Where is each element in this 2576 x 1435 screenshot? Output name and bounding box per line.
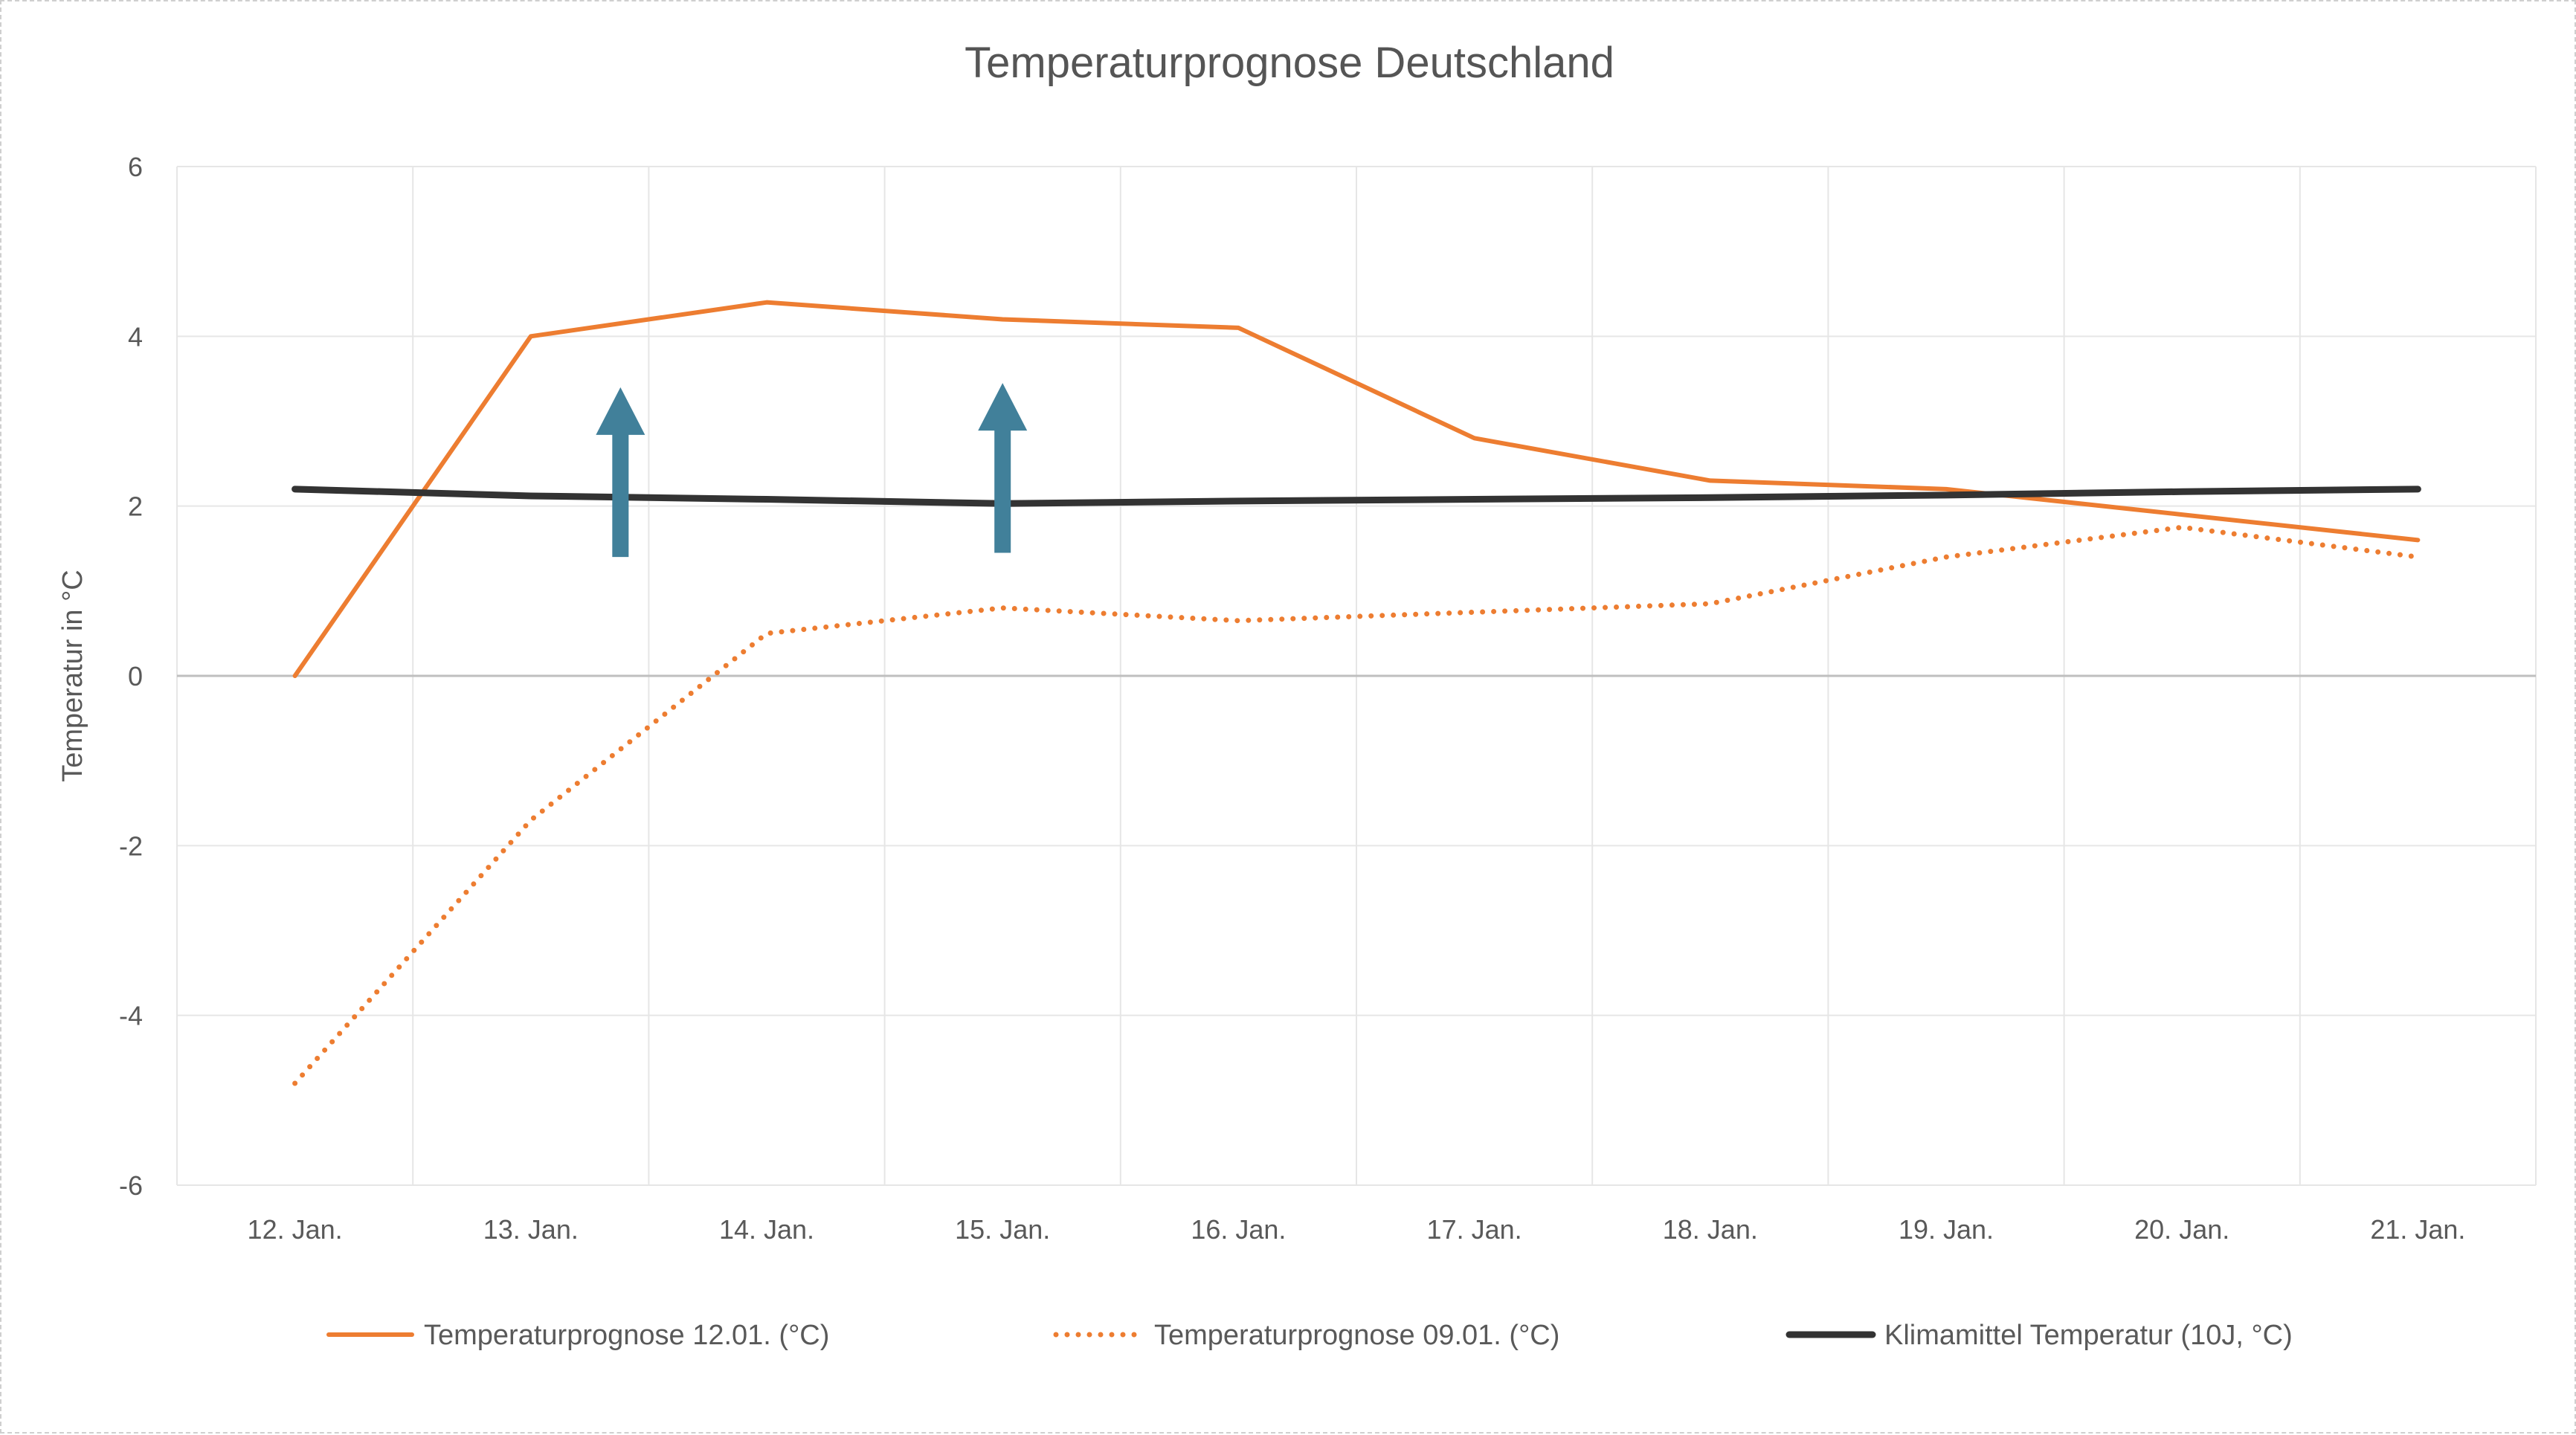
legend-label-1: Temperaturprognose 12.01. (°C) <box>424 1320 829 1351</box>
grid-lines <box>176 166 2537 1186</box>
x-tick-label: 20. Jan. <box>2134 1214 2229 1245</box>
x-tick-label: 12. Jan. <box>248 1214 343 1245</box>
y-tick-label: 6 <box>128 152 143 182</box>
series-line-1 <box>292 300 2421 678</box>
y-axis-ticks: -6 -4 -2 0 2 4 6 <box>119 152 143 1201</box>
chart-title: Temperaturprognose Deutschland <box>965 39 1614 87</box>
legend-label-2: Temperaturprognose 09.01. (°C) <box>1154 1320 1559 1351</box>
x-tick-label: 18. Jan. <box>1663 1214 1758 1245</box>
series-line-2 <box>292 524 2421 1086</box>
y-tick-label: -6 <box>119 1170 143 1201</box>
arrow-up-icon <box>596 387 645 558</box>
x-tick-label: 19. Jan. <box>1899 1214 1994 1245</box>
x-tick-label: 14. Jan. <box>719 1214 814 1245</box>
y-tick-label: 0 <box>128 661 143 691</box>
annotation-arrows <box>596 383 1028 558</box>
x-tick-label: 21. Jan. <box>2370 1214 2465 1245</box>
series-line-3 <box>292 486 2421 507</box>
x-tick-label: 16. Jan. <box>1191 1214 1286 1245</box>
legend-label-3: Klimamittel Temperatur (10J, °C) <box>1884 1320 2293 1351</box>
x-tick-label: 15. Jan. <box>955 1214 1050 1245</box>
y-axis-label: Temperatur in °C <box>57 570 88 782</box>
legend: Temperaturprognose 12.01. (°C) Temperatur… <box>326 1320 2293 1351</box>
y-tick-label: 4 <box>128 321 143 352</box>
x-axis-ticks: 12. Jan. 13. Jan. 14. Jan. 15. Jan. 16. Jan.… <box>248 1214 2466 1245</box>
y-tick-label: 2 <box>128 491 143 522</box>
y-tick-label: -2 <box>119 831 143 861</box>
x-tick-label: 17. Jan. <box>1427 1214 1522 1245</box>
arrow-up-icon <box>978 383 1028 553</box>
y-tick-label: -4 <box>119 1001 143 1031</box>
series-lines <box>292 300 2421 1086</box>
x-tick-label: 13. Jan. <box>483 1214 579 1245</box>
